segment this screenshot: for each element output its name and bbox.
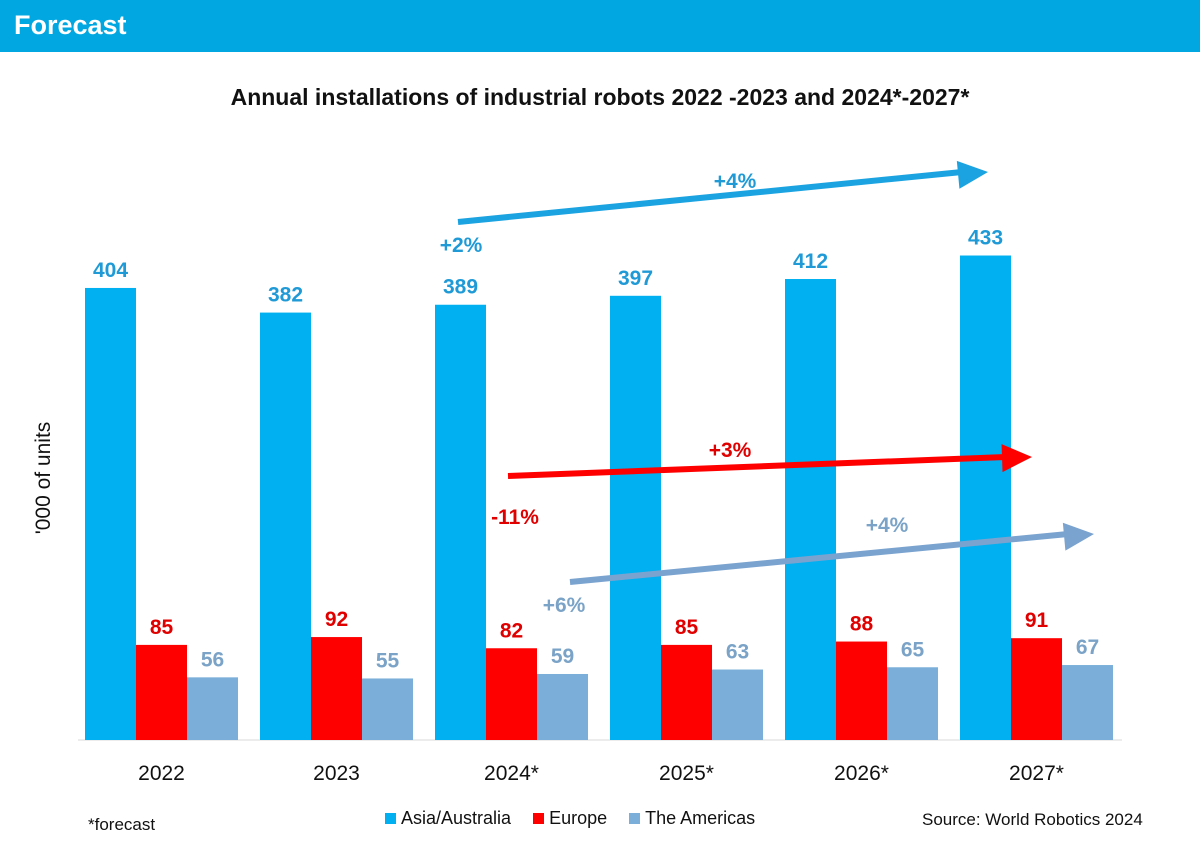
data-label-asia-0: 404 <box>93 259 128 282</box>
bar-asia-1 <box>260 312 311 740</box>
bar-americas-4 <box>887 667 938 740</box>
data-label-europe-2: 82 <box>500 619 523 642</box>
data-label-asia-2: 389 <box>443 276 478 299</box>
trend-arrow-americas-shaft <box>569 531 1069 585</box>
legend-item-asia: Asia/Australia <box>385 808 511 829</box>
y-axis-label: '000 of units <box>32 422 55 535</box>
bar-europe-1 <box>311 637 362 740</box>
bar-europe-5 <box>1011 638 1062 740</box>
bar-americas-0 <box>187 677 238 740</box>
trend-label-asia: +4% <box>714 170 757 193</box>
bar-asia-2 <box>435 304 486 740</box>
bar-americas-1 <box>362 678 413 740</box>
data-label-europe-4: 88 <box>850 613 874 636</box>
data-label-americas-5: 67 <box>1076 636 1099 659</box>
legend-item-europe: Europe <box>533 808 607 829</box>
forecast-footnote: *forecast <box>88 815 156 834</box>
growth-label-europe: -11% <box>491 506 539 529</box>
header-title: Forecast <box>14 10 127 40</box>
trend-arrow-americas-head <box>1062 522 1094 551</box>
bar-asia-4 <box>785 279 836 740</box>
x-tick-label-4: 2026* <box>834 762 889 785</box>
x-tick-label-1: 2023 <box>313 762 360 785</box>
legend-swatch-europe <box>533 813 545 824</box>
data-label-americas-2: 59 <box>551 645 574 668</box>
data-label-asia-4: 412 <box>793 250 828 273</box>
data-label-asia-3: 397 <box>618 267 653 290</box>
bar-asia-5 <box>960 255 1011 740</box>
trend-arrow-europe-head <box>1001 444 1032 473</box>
x-tick-label-2: 2024* <box>484 762 539 785</box>
growth-label-asia: +2% <box>440 234 483 257</box>
header-bar <box>0 0 1200 52</box>
trend-label-americas: +4% <box>866 514 909 537</box>
bar-asia-0 <box>85 287 136 740</box>
bar-asia-3 <box>610 295 661 740</box>
legend-label-europe: Europe <box>549 808 608 828</box>
header-divider <box>0 52 1200 54</box>
x-tick-label-3: 2025* <box>659 762 714 785</box>
trend-arrow-asia-head <box>956 160 988 189</box>
legend-label-asia: Asia/Australia <box>401 808 512 828</box>
bar-americas-5 <box>1062 665 1113 740</box>
legend-swatch-asia <box>385 813 396 824</box>
bar-americas-2 <box>537 673 588 740</box>
source-note: Source: World Robotics 2024 <box>922 810 1143 829</box>
data-label-europe-0: 85 <box>150 616 174 639</box>
bar-europe-4 <box>836 641 887 740</box>
legend-swatch-americas <box>629 813 641 824</box>
data-label-americas-0: 56 <box>201 648 224 671</box>
data-label-europe-3: 85 <box>675 616 699 639</box>
data-label-europe-1: 92 <box>325 608 348 631</box>
legend-label-americas: The Americas <box>645 808 756 828</box>
data-label-americas-3: 63 <box>726 641 749 664</box>
x-tick-label-0: 2022 <box>138 762 185 785</box>
x-tick-label-5: 2027* <box>1009 762 1064 785</box>
bar-europe-0 <box>136 644 187 740</box>
data-label-europe-5: 91 <box>1025 609 1049 632</box>
data-label-asia-5: 433 <box>968 227 1003 250</box>
data-label-asia-1: 382 <box>268 284 303 307</box>
trend-arrow-asia-shaft <box>457 169 963 225</box>
legend: Asia/Australia Europe The Americas <box>385 808 777 829</box>
legend-item-americas: The Americas <box>629 808 755 829</box>
trend-label-europe: +3% <box>709 439 752 462</box>
chart-title: Annual installations of industrial robot… <box>230 84 970 110</box>
bar-europe-2 <box>486 648 537 740</box>
growth-label-americas: +6% <box>543 594 586 617</box>
data-label-americas-4: 65 <box>901 638 925 661</box>
bar-americas-3 <box>712 669 763 740</box>
trend-arrow-europe-shaft <box>507 454 1007 479</box>
data-label-americas-1: 55 <box>376 649 400 672</box>
bar-europe-3 <box>661 644 712 740</box>
